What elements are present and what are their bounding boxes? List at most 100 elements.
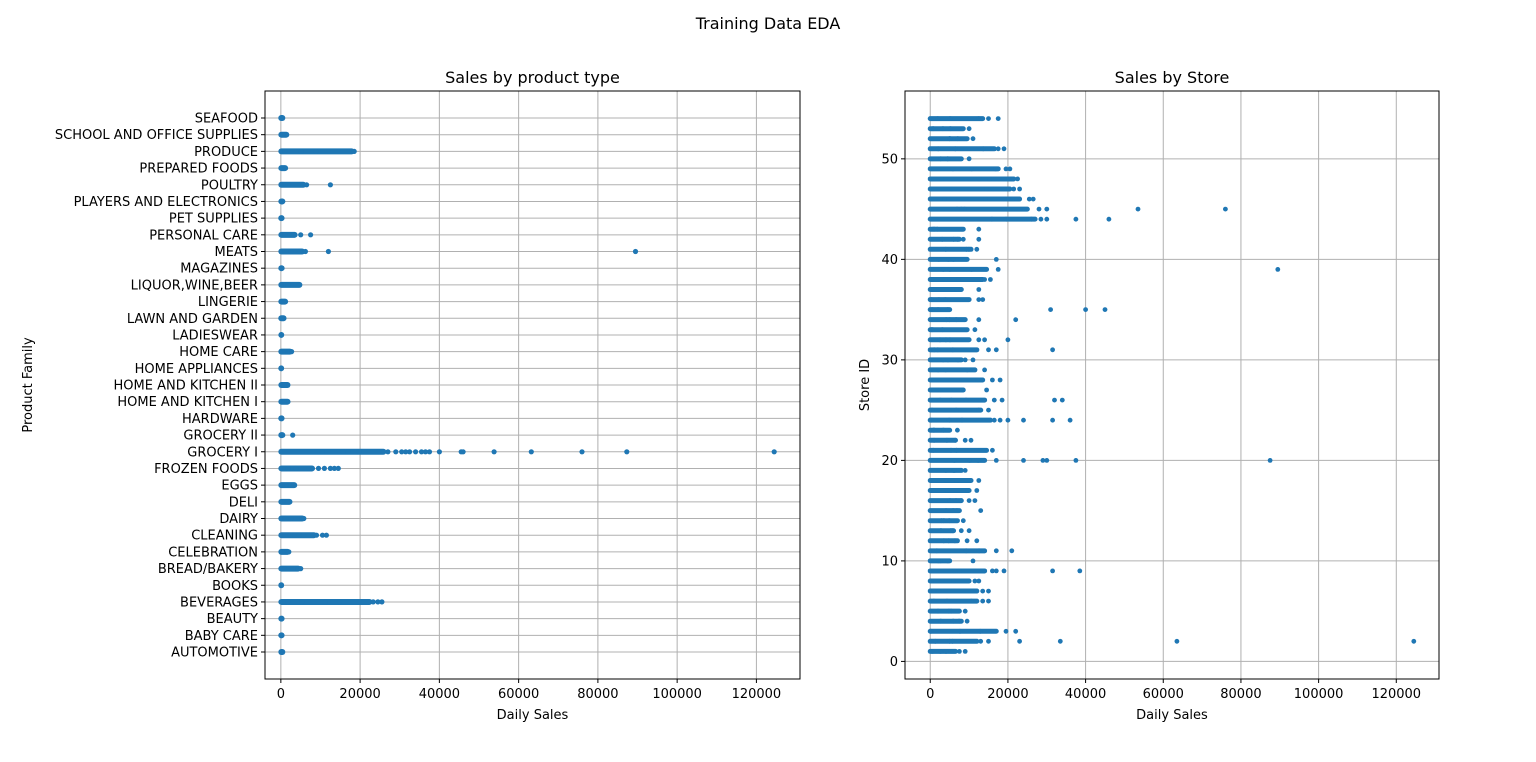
data-point [950, 347, 956, 353]
data-point [287, 532, 293, 538]
data-point [300, 532, 307, 538]
data-point [947, 638, 952, 644]
y-tick-label: POULTRY [201, 178, 258, 193]
data-point [292, 532, 298, 538]
data-point [951, 257, 956, 262]
data-band [927, 216, 1038, 222]
data-point [935, 367, 941, 373]
y-tick-label: LIQUOR,WINE,BEER [131, 278, 258, 293]
data-point [964, 538, 970, 544]
data-point [945, 307, 951, 312]
chart-title: Sales by Store [1115, 68, 1230, 87]
data-point [963, 397, 969, 403]
x-tick-label: 120000 [732, 687, 782, 702]
data-point [956, 618, 962, 624]
chart-title: Sales by product type [445, 68, 620, 87]
data-point [1021, 458, 1026, 463]
data-point [974, 538, 980, 544]
data-point [1013, 628, 1019, 634]
x-tick-label: 80000 [577, 687, 618, 702]
y-tick-label: SEAFOOD [195, 112, 258, 127]
y-tick-label: 50 [881, 152, 898, 167]
data-point [947, 498, 953, 503]
data-point [936, 297, 942, 302]
data-point [296, 532, 302, 538]
data-point [972, 498, 978, 503]
data-point [1010, 196, 1015, 202]
data-point [1057, 638, 1063, 644]
data-point [278, 582, 284, 588]
data-point [993, 347, 999, 353]
data-point [943, 367, 948, 373]
data-band [927, 598, 980, 604]
data-point [930, 447, 936, 453]
data-point [285, 599, 291, 605]
data-band [927, 377, 986, 383]
data-point [930, 649, 935, 654]
y-tick-label: CLEANING [191, 529, 258, 544]
y-tick-label: PERSONAL CARE [149, 228, 258, 243]
data-band [927, 186, 1013, 192]
data-point [379, 599, 385, 605]
x-tick-label: 100000 [652, 687, 702, 702]
data-point [939, 236, 945, 242]
data-point [966, 156, 972, 162]
data-point [308, 232, 314, 238]
y-tick-label: HOME CARE [179, 345, 258, 360]
data-point [1040, 458, 1046, 463]
data-point [278, 649, 284, 655]
data-point [948, 377, 954, 383]
data-point [930, 488, 936, 493]
data-band [927, 498, 964, 504]
data-band [927, 206, 1030, 212]
y-tick-label: GROCERY I [187, 445, 258, 460]
y-tick-label: BABY CARE [185, 629, 258, 644]
data-band [927, 548, 988, 554]
data-point [931, 287, 937, 292]
data-point [278, 182, 284, 188]
data-band [927, 457, 988, 463]
data-point [966, 126, 972, 132]
data-point [952, 458, 957, 463]
data-point [982, 367, 987, 373]
data-point [959, 377, 965, 383]
data-point [980, 588, 986, 594]
data-point [426, 449, 433, 455]
data-point [937, 337, 943, 343]
data-band [927, 146, 997, 152]
data-point [990, 186, 996, 192]
data-point [978, 638, 984, 644]
data-point [995, 116, 1001, 121]
data-point [986, 598, 991, 604]
data-point [974, 488, 980, 493]
data-point [964, 367, 970, 373]
data-point [938, 649, 943, 654]
x-tick-label: 0 [277, 687, 285, 702]
data-point [929, 307, 935, 312]
data-point [950, 618, 956, 624]
y-tick-label: BEAUTY [207, 612, 258, 627]
data-point [306, 465, 312, 471]
data-point [943, 508, 949, 513]
data-point [964, 618, 970, 624]
data-point [975, 458, 981, 463]
data-band [927, 397, 988, 403]
data-point [1135, 206, 1141, 212]
data-point [1036, 206, 1042, 212]
data-point [938, 156, 944, 162]
data-point [939, 578, 945, 584]
data-point [995, 267, 1001, 272]
data-point [460, 449, 466, 455]
data-point [976, 226, 982, 232]
data-point [1017, 186, 1022, 192]
data-point [976, 478, 982, 483]
data-point [986, 588, 991, 594]
data-point [1059, 397, 1065, 403]
data-point [941, 538, 947, 544]
y-tick-label: BOOKS [212, 579, 258, 594]
data-band [927, 578, 972, 584]
data-point [336, 599, 343, 605]
data-point [976, 578, 982, 584]
data-point [969, 166, 974, 172]
